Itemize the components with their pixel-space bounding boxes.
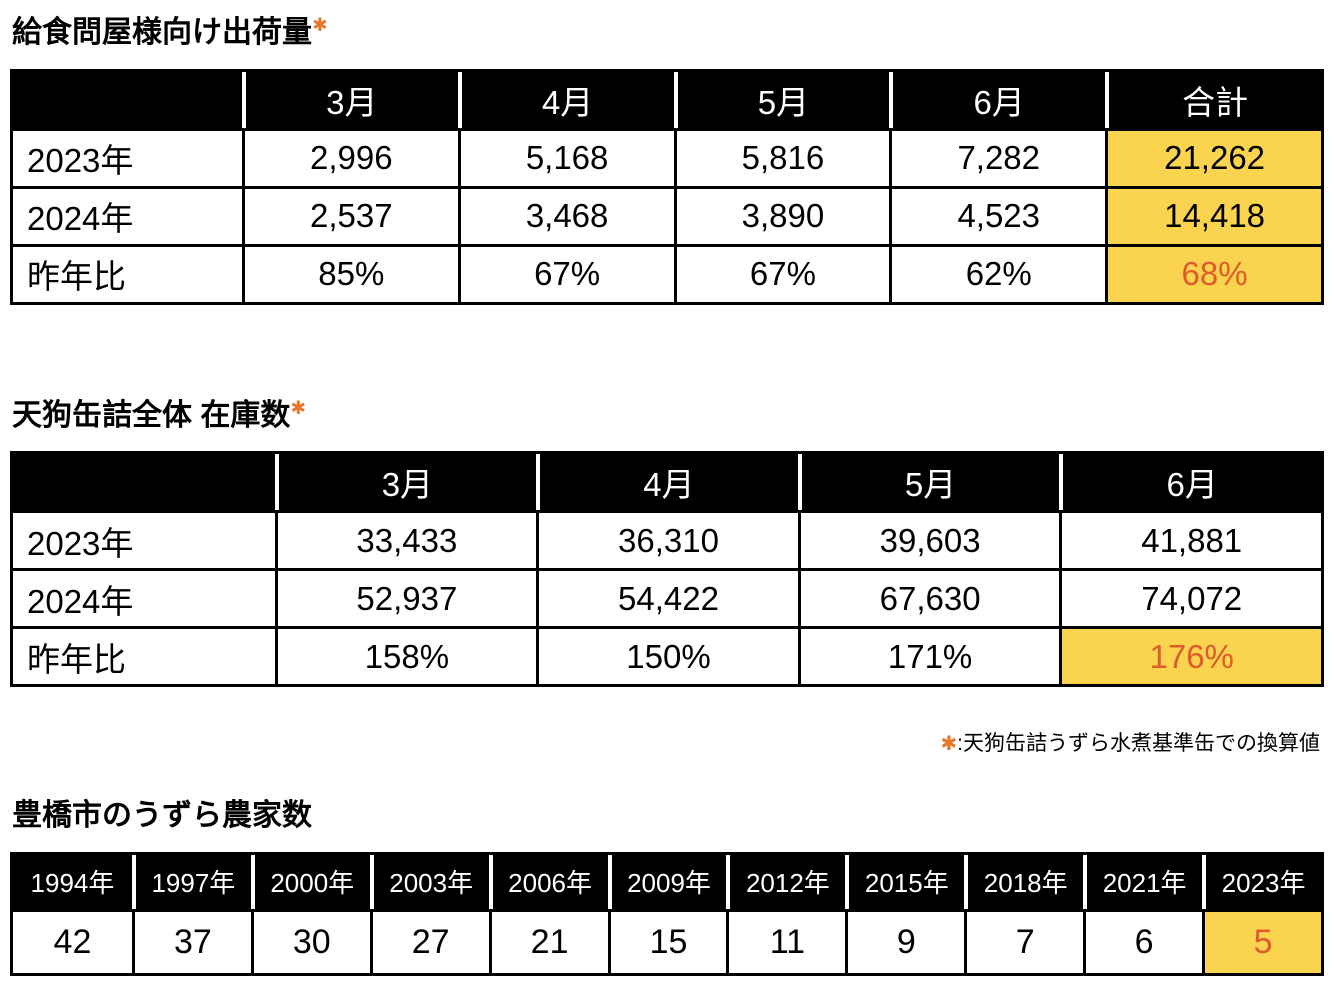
header-cell-may: 5月 [797,454,1060,510]
data-cell-highlighted-accent: 5 [1202,908,1321,973]
asterisk-icon: ✱ [940,733,958,755]
total-cell-highlighted: 21,262 [1105,127,1321,186]
row-label: 2024年 [13,568,275,626]
header-cell-total: 合計 [1105,71,1321,128]
header-cell-year: 2000年 [250,854,370,909]
inventory-title-text: 天狗缶詰全体 在庫数 [12,398,291,432]
header-cell-year: 2012年 [726,854,846,909]
inventory-table-title: 天狗缶詰全体 在庫数✱ [12,397,1324,434]
data-cell: 7 [964,908,1084,973]
header-cell-year: 2018年 [964,854,1084,909]
row-label: 昨年比 [13,626,275,684]
data-cell: 9 [845,908,965,973]
header-cell-april: 4月 [457,71,674,128]
shipment-header-row: 3月 4月 5月 6月 合計 [13,71,1321,128]
total-cell-highlighted: 14,418 [1105,185,1321,244]
data-cell: 7,282 [889,127,1106,186]
asterisk-icon: ✱ [312,14,328,35]
data-cell: 11 [726,908,846,973]
farmers-table-title: 豊橋市のうずら農家数 [12,799,1324,834]
data-cell: 3,890 [673,185,890,244]
data-cell: 6 [1083,908,1203,973]
data-cell: 3,468 [457,185,674,244]
data-cell: 67% [457,243,674,302]
data-cell: 158% [274,626,537,684]
header-cell-may: 5月 [673,71,890,128]
header-cell-year: 2023年 [1202,854,1321,909]
footnote-text: :天狗缶詰うずら水煮基準缶での換算値 [957,732,1320,755]
header-cell-year: 2006年 [488,854,608,909]
header-cell-june: 6月 [1059,454,1321,510]
farmers-header-row: 1994年 1997年 2000年 2003年 2006年 2009年 2012… [13,854,1321,909]
header-cell-year: 2009年 [607,854,727,909]
farmers-table: 1994年 1997年 2000年 2003年 2006年 2009年 2012… [10,851,1324,976]
row-label: 昨年比 [13,243,242,302]
farmers-title-text: 豊橋市のうずら農家数 [12,799,312,832]
table-row-2023: 2023年 2,996 5,168 5,816 7,282 21,262 [13,127,1321,186]
data-cell: 42 [13,908,132,973]
row-label: 2024年 [13,185,242,244]
header-cell-june: 6月 [889,71,1106,128]
header-cell-year: 2021年 [1083,854,1203,909]
data-cell: 150% [536,626,798,684]
data-cell: 2,996 [241,127,458,186]
header-cell-year: 2003年 [369,854,489,909]
data-cell: 41,881 [1059,510,1321,568]
asterisk-icon: ✱ [290,396,306,418]
header-cell-year: 1994年 [13,854,132,909]
data-cell: 67% [673,243,890,302]
data-cell: 39,603 [797,510,1060,568]
inventory-table: 3月 4月 5月 6月 2023年 33,433 36,310 39,603 4… [10,451,1324,687]
shipment-title-text: 給食問屋様向け出荷量 [12,16,312,49]
data-cell: 5,816 [673,127,890,186]
header-cell-empty [13,71,242,128]
data-cell: 67,630 [797,568,1060,626]
data-cell: 54,422 [536,568,798,626]
data-cell: 15 [607,908,727,973]
footnote: ✱:天狗缶詰うずら水煮基準缶での換算値 [10,727,1320,757]
inventory-header-row: 3月 4月 5月 6月 [13,454,1321,510]
data-cell: 74,072 [1059,568,1321,626]
table-row-2023: 2023年 33,433 36,310 39,603 41,881 [13,510,1321,568]
header-cell-march: 3月 [274,454,537,510]
table-row-2024: 2024年 2,537 3,468 3,890 4,523 14,418 [13,185,1321,244]
row-label: 2023年 [13,510,275,568]
data-cell: 21 [488,908,608,973]
data-cell: 171% [797,626,1060,684]
shipment-table-title: 給食問屋様向け出荷量✱ [12,14,1324,51]
table-row-2024: 2024年 52,937 54,422 67,630 74,072 [13,568,1321,626]
header-cell-year: 2015年 [845,854,965,909]
data-cell: 33,433 [274,510,537,568]
row-label: 2023年 [13,127,242,186]
data-cell: 36,310 [536,510,798,568]
data-cell: 37 [131,908,251,973]
header-cell-april: 4月 [536,454,798,510]
data-cell-highlighted-accent: 176% [1059,626,1321,684]
header-cell-empty [13,454,275,510]
data-cell: 4,523 [889,185,1106,244]
data-cell: 5,168 [457,127,674,186]
data-cell: 30 [250,908,370,973]
data-cell: 27 [369,908,489,973]
data-cell: 2,537 [241,185,458,244]
data-cell: 52,937 [274,568,537,626]
table-row-yoy: 昨年比 158% 150% 171% 176% [13,626,1321,684]
total-cell-highlighted-accent: 68% [1105,243,1321,302]
farmers-count-row: 42 37 30 27 21 15 11 9 7 6 5 [13,908,1321,973]
header-cell-march: 3月 [241,71,458,128]
shipment-table: 3月 4月 5月 6月 合計 2023年 2,996 5,168 5,816 7… [10,68,1324,305]
data-cell: 85% [241,243,458,302]
table-row-yoy: 昨年比 85% 67% 67% 62% 68% [13,243,1321,302]
header-cell-year: 1997年 [131,854,251,909]
data-cell: 62% [889,243,1106,302]
